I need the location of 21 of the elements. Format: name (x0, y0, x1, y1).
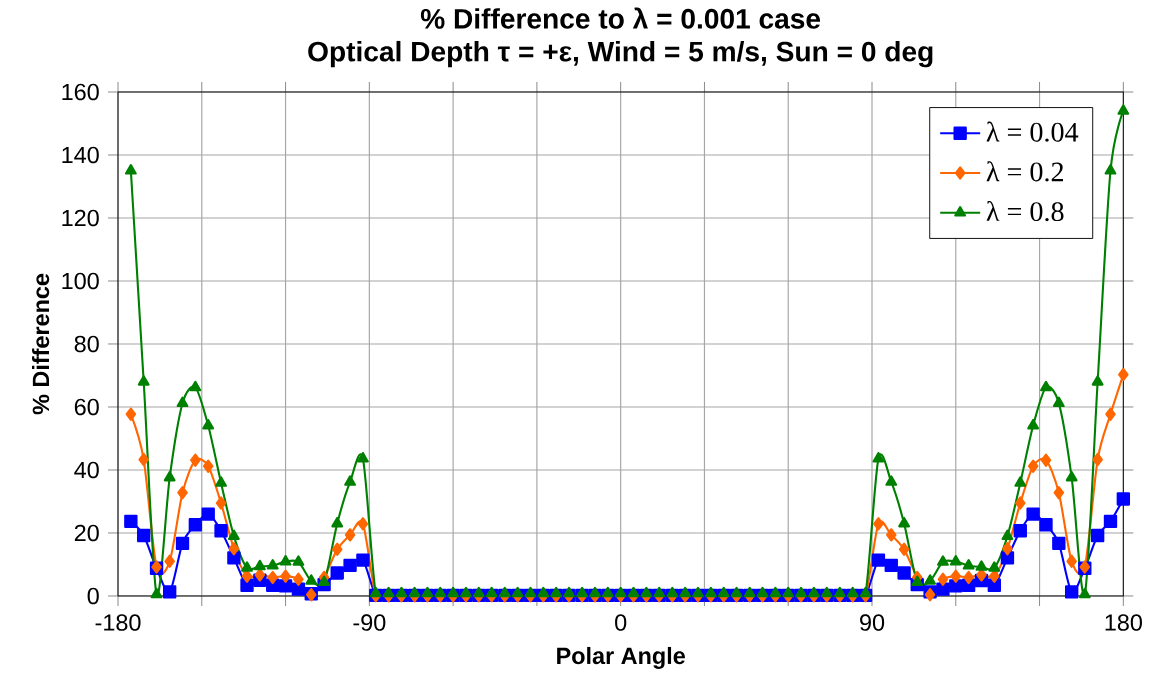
legend-label: λ = 0.04 (986, 121, 1079, 142)
x-tick-label: 90 (860, 614, 885, 631)
chart-title: % Difference to λ = 0.001 case (420, 7, 821, 29)
y-tick-label: 20 (74, 524, 99, 542)
y-tick-label: 100 (62, 272, 99, 290)
chart-subtitle: Optical Depth τ = +ε, Wind = 5 m/s, Sun = 0 deg (308, 40, 933, 68)
y-tick-label: 120 (62, 209, 99, 227)
y-tick-label: 40 (74, 461, 99, 479)
x-tick-label: -180 (95, 614, 141, 631)
legend-label: λ = 0.2 (986, 161, 1064, 182)
y-axis-title: % Difference (32, 273, 50, 415)
x-tick-label: 180 (1105, 614, 1142, 631)
y-tick-label: 0 (87, 587, 99, 605)
legend-label: λ = 0.8 (986, 201, 1064, 222)
y-tick-label: 140 (62, 146, 99, 164)
y-tick-label: 160 (62, 83, 99, 101)
x-tick-label: 0 (615, 614, 627, 631)
y-tick-label: 80 (74, 335, 99, 353)
y-tick-label: 60 (74, 398, 99, 416)
x-axis-title: Polar Angle (557, 646, 685, 669)
x-tick-label: -90 (353, 614, 386, 631)
